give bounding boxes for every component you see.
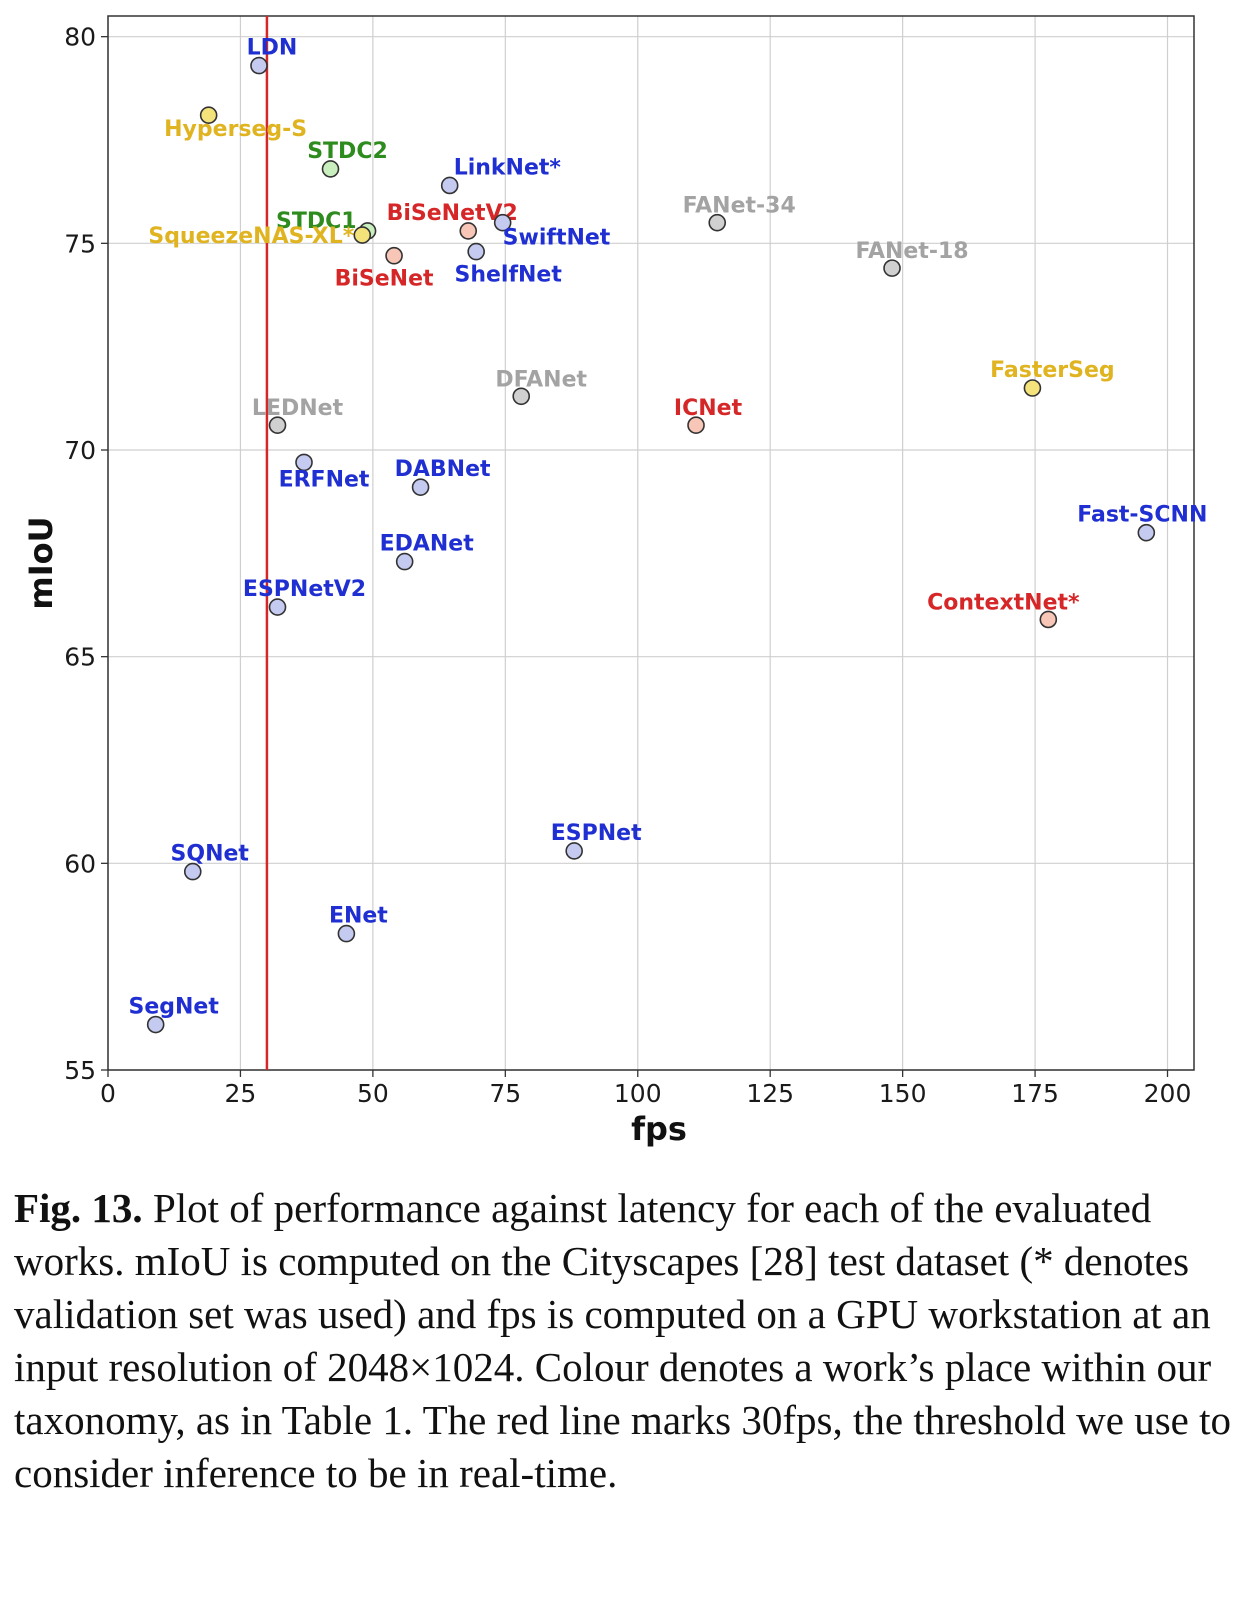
point-label: SQNet: [171, 842, 250, 867]
point-erfnet: ERFNet: [279, 453, 370, 492]
point-label: ICNet: [674, 396, 743, 421]
point-linknet-: LinkNet*: [440, 155, 562, 195]
x-tick-label: 100: [614, 1079, 662, 1108]
y-tick-label: 70: [64, 436, 96, 465]
y-axis-label: mIoU: [22, 516, 60, 609]
point-marker: [512, 387, 531, 406]
y-tick-label: 80: [64, 23, 96, 52]
point-label: LDN: [247, 36, 298, 61]
point-stdc2: STDC2: [307, 139, 388, 178]
point-contextnet-: ContextNet*: [927, 590, 1080, 629]
point-label: LEDNet: [252, 396, 344, 421]
point-label: STDC1: [276, 209, 357, 234]
point-marker: [1137, 523, 1156, 542]
point-label: DFANet: [495, 367, 587, 392]
caption-text: Plot of performance against latency for …: [14, 1185, 1232, 1496]
y-tick-label: 75: [64, 229, 96, 258]
point-shelfnet: ShelfNet: [454, 242, 562, 288]
point-marker: [565, 842, 583, 860]
point-edanet: EDANet: [380, 532, 475, 571]
point-label: Hyperseg-S: [164, 117, 307, 142]
x-tick-label: 50: [357, 1079, 389, 1108]
point-label: FANet-18: [855, 239, 968, 264]
point-marker: [146, 1015, 165, 1034]
point-label: ESPNet: [551, 821, 642, 846]
y-tick-label: 55: [64, 1056, 96, 1085]
x-tick-label: 25: [225, 1079, 257, 1108]
point-marker: [459, 222, 478, 240]
point-label: ESPNetV2: [243, 577, 366, 602]
point-label: SegNet: [128, 995, 219, 1020]
point-marker: [467, 242, 485, 261]
caption-label: Fig. 13.: [14, 1185, 143, 1231]
point-marker: [1023, 379, 1042, 397]
x-tick-label: 125: [746, 1079, 794, 1108]
point-marker: [411, 478, 430, 497]
point-lednet: LEDNet: [252, 396, 344, 435]
point-marker: [708, 213, 727, 232]
y-tick-label: 65: [64, 643, 96, 672]
point-label: ERFNet: [279, 467, 370, 492]
x-axis-label: fps: [631, 1110, 687, 1148]
x-tick-label: 75: [489, 1079, 521, 1108]
point-label: STDC2: [307, 139, 388, 164]
axis-ticks: 0 25 50 75 100 125 150 175 200 55 60 65 70 75 80: [64, 23, 1191, 1108]
point-fast-scnn: Fast-SCNN: [1077, 503, 1207, 542]
point-marker: [385, 246, 403, 265]
point-label: ContextNet*: [927, 590, 1080, 615]
point-marker: [295, 453, 313, 472]
plot-frame: [107, 15, 1195, 1071]
point-label: DABNet: [395, 457, 491, 482]
point-label: ShelfNet: [454, 263, 562, 288]
point-espnetv2: ESPNetV2: [243, 577, 366, 616]
figure-caption: Fig. 13. Plot of performance against lat…: [14, 1182, 1234, 1500]
x-tick-label: 200: [1144, 1079, 1192, 1108]
point-label: SwiftNet: [503, 226, 611, 251]
point-label: LinkNet*: [454, 155, 562, 180]
point-marker: [440, 176, 459, 195]
point-fanet-34: FANet-34: [683, 194, 796, 232]
point-marker: [883, 259, 901, 277]
x-tick-label: 150: [879, 1079, 927, 1108]
point-swiftnet: SwiftNet: [493, 213, 611, 251]
point-segnet: SegNet: [128, 995, 219, 1034]
point-ldn: LDN: [247, 36, 298, 75]
point-dabnet: DABNet: [395, 457, 491, 497]
point-hyperseg-s: Hyperseg-S: [164, 106, 307, 142]
point-marker: [183, 862, 202, 881]
point-squeezenas-xl-: SqueezeNAS-XL*: [148, 224, 372, 249]
point-dfanet: DFANet: [495, 367, 588, 406]
point-bisenet: BiSeNet: [335, 246, 434, 292]
point-label: Fast-SCNN: [1077, 503, 1207, 528]
point-marker: [395, 552, 414, 571]
point-marker: [321, 160, 340, 178]
x-tick-label: 175: [1011, 1079, 1059, 1108]
x-tick-label: 0: [100, 1079, 116, 1108]
point-espnet: ESPNet: [551, 821, 642, 860]
point-label: EDANet: [380, 532, 475, 557]
point-fanet-18: FANet-18: [855, 239, 969, 277]
point-marker: [268, 598, 287, 616]
point-label: ENet: [329, 904, 388, 929]
scatter-chart: 0 25 50 75 100 125 150 175 200 55 60 65 70 75 80 LDN Hy…: [22, 15, 1207, 1148]
point-sqnet: SQNet: [171, 842, 250, 881]
grid-lines: [107, 16, 1194, 1071]
y-tick-label: 60: [64, 849, 96, 878]
point-label: SqueezeNAS-XL*: [148, 224, 354, 249]
point-marker: [493, 213, 512, 232]
point-fasterseg: FasterSeg: [990, 358, 1115, 397]
point-marker: [337, 924, 356, 943]
point-label: FasterSeg: [990, 358, 1114, 383]
point-label: BiSeNet: [335, 267, 434, 292]
point-marker: [199, 106, 218, 124]
point-marker: [353, 226, 372, 244]
point-marker: [1039, 610, 1058, 629]
point-icnet: ICNet: [674, 396, 743, 435]
point-marker: [268, 416, 287, 435]
point-enet: ENet: [329, 904, 388, 943]
point-marker: [687, 416, 705, 435]
point-marker: [250, 56, 268, 75]
point-label: FANet-34: [683, 194, 796, 219]
